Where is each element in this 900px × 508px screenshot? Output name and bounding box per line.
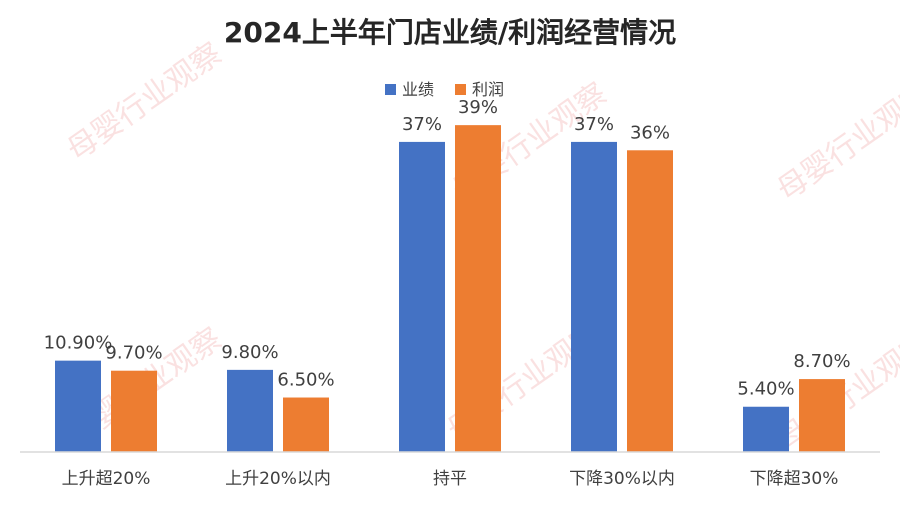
bar-业绩-3 bbox=[399, 141, 445, 452]
bar-业绩-2 bbox=[227, 369, 273, 452]
watermark-text: 母婴行业观察 bbox=[61, 36, 229, 168]
legend-swatch-1 bbox=[385, 84, 396, 95]
data-label-利润-3: 39% bbox=[458, 97, 498, 118]
x-tick-label-2: 上升20%以内 bbox=[225, 469, 331, 489]
legend-swatch-2 bbox=[455, 84, 466, 95]
bar-利润-4 bbox=[627, 150, 673, 453]
x-tick-label-1: 上升超20% bbox=[62, 469, 151, 489]
x-tick-label-3: 持平 bbox=[433, 469, 467, 489]
x-tick-labels: 上升超20% 上升20%以内 持平 下降30%以内 下降超30% bbox=[62, 469, 839, 489]
bar-业绩-4 bbox=[571, 141, 617, 452]
data-label-业绩-4: 37% bbox=[574, 114, 614, 135]
bars-group bbox=[55, 125, 845, 453]
bar-业绩-5 bbox=[743, 406, 789, 452]
data-label-业绩-2: 9.80% bbox=[221, 342, 278, 363]
chart-title: 2024上半年门店业绩/利润经营情况 bbox=[224, 16, 676, 49]
data-label-利润-1: 9.70% bbox=[105, 343, 162, 364]
bar-利润-3 bbox=[455, 125, 501, 453]
data-label-业绩-5: 5.40% bbox=[737, 379, 794, 400]
legend: 业绩 利润 bbox=[385, 80, 504, 99]
data-label-利润-5: 8.70% bbox=[793, 351, 850, 372]
legend-label-1: 业绩 bbox=[402, 80, 434, 99]
watermark-text: 母婴行业观察 bbox=[771, 76, 900, 208]
data-label-利润-2: 6.50% bbox=[277, 370, 334, 391]
data-label-利润-4: 36% bbox=[630, 122, 670, 143]
bar-业绩-1 bbox=[55, 360, 101, 452]
legend-label-2: 利润 bbox=[472, 80, 504, 99]
x-tick-label-5: 下降超30% bbox=[750, 469, 839, 489]
bar-利润-1 bbox=[111, 370, 157, 452]
data-label-业绩-3: 37% bbox=[402, 114, 442, 135]
data-labels-group: 10.90%9.70% 9.80% 6.50% 37% 39% 37% 36% 5.40% 8.… bbox=[44, 97, 851, 400]
bar-利润-5 bbox=[799, 379, 845, 452]
x-tick-label-4: 下降30%以内 bbox=[569, 469, 675, 489]
data-label-业绩-1: 10.90% bbox=[44, 333, 113, 354]
bar-利润-2 bbox=[283, 397, 329, 452]
